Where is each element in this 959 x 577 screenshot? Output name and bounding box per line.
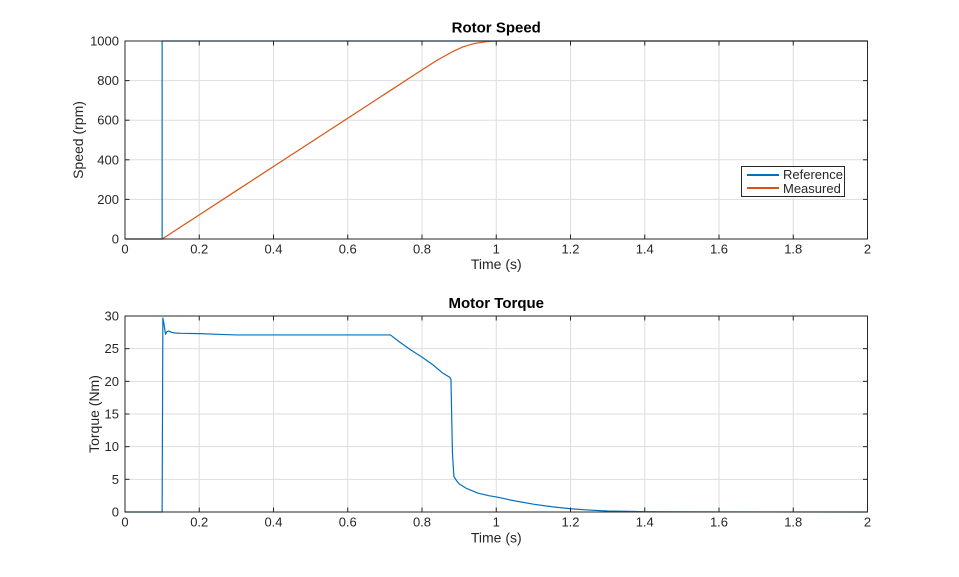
y-tick-label: 600 [97, 113, 119, 128]
legend-label-measured: Measured [783, 180, 841, 196]
motor-torque-chart: 0 0.2 0.4 0.6 0.8 1 1.2 1.4 1.6 1.8 2 0 5 10 15 20 25 30 M… [0, 290, 959, 577]
x-tick-label: 0.4 [264, 515, 282, 530]
x-tick-label: 0 [121, 242, 128, 257]
x-tick-label: 0.2 [190, 242, 208, 257]
y-tick-label: 200 [97, 192, 119, 207]
y-tick-label: 5 [112, 472, 119, 487]
y-tick-label: 10 [105, 439, 119, 454]
y-tick-label: 20 [105, 374, 119, 389]
y-tick-label: 0 [112, 505, 119, 520]
y-axis-label: Speed (rpm) [70, 101, 86, 179]
x-tick-label: 1.4 [636, 242, 654, 257]
x-tick-label: 1.8 [784, 515, 802, 530]
x-tick-label: 1.8 [784, 242, 802, 257]
y-axis-label: Torque (Nm) [86, 375, 102, 453]
y-tick-label: 1000 [90, 34, 119, 49]
y-tick-label: 400 [97, 152, 119, 167]
measured-line-swatch [747, 187, 779, 190]
series-line-measured [125, 40, 868, 240]
legend-box: Reference Measured [741, 166, 845, 197]
x-tick-label: 1.2 [561, 242, 579, 257]
x-tick-label: 0.4 [264, 242, 282, 257]
rotor-speed-plot-svg: 0 0.2 0.4 0.6 0.8 1 1.2 1.4 1.6 1.8 2 0 200 400 600 800… [70, 20, 871, 273]
x-tick-label: 1.6 [710, 242, 728, 257]
x-tick-label: 1.4 [636, 515, 654, 530]
x-tick-label: 2 [864, 242, 871, 257]
x-tick-label: 1.2 [561, 515, 579, 530]
y-tick-label: 30 [105, 309, 119, 324]
y-tick-label: 15 [105, 407, 119, 422]
reference-line-swatch [747, 173, 779, 176]
chart-title: Motor Torque [448, 295, 544, 312]
chart-title: Rotor Speed [452, 20, 541, 37]
x-tick-label: 0.8 [413, 242, 431, 257]
x-tick-label: 2 [864, 515, 871, 530]
x-tick-label: 0.6 [339, 242, 357, 257]
motor-torque-plot-svg: 0 0.2 0.4 0.6 0.8 1 1.2 1.4 1.6 1.8 2051015202530M… [86, 295, 871, 546]
y-tick-label: 25 [105, 341, 119, 356]
legend-label-reference: Reference [783, 167, 843, 183]
x-tick-label: 0.6 [339, 515, 357, 530]
x-tick-label: 0 [121, 515, 128, 530]
y-tick-label: 800 [97, 73, 119, 88]
rotor-speed-chart: 0 0.2 0.4 0.6 0.8 1 1.2 1.4 1.6 1.8 2 0 200 400 600 800… [70, 20, 871, 273]
x-tick-label: 0.2 [190, 515, 208, 530]
x-axis-label: Time (s) [471, 530, 522, 546]
legend-item-measured: Measured [747, 182, 844, 195]
legend-item-reference: Reference [747, 168, 844, 181]
x-tick-label: 1 [493, 242, 500, 257]
x-tick-label: 1.6 [710, 515, 728, 530]
x-axis-label: Time (s) [471, 256, 522, 272]
x-tick-label: 0.8 [413, 515, 431, 530]
y-tick-label: 0 [112, 232, 119, 247]
x-tick-label: 1 [493, 515, 500, 530]
series-line-torque [125, 317, 868, 513]
